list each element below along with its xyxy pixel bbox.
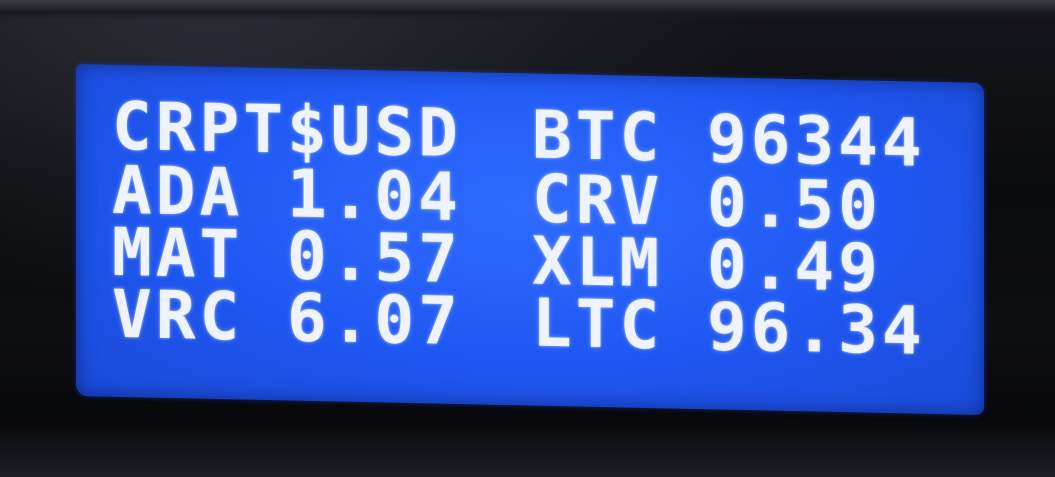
lcd-row-4-left: VRC 6.07 [112, 275, 462, 361]
lcd-screen: CRPT$USD BTC 96344 ADA 1.04 CRV 0.50 MAT… [76, 64, 984, 416]
bezel-bottom-edge [0, 420, 1055, 477]
lcd-row-4: VRC 6.07 LTC 96.34 [76, 275, 984, 370]
bezel-top-edge [0, 0, 1055, 20]
lcd-row-4-right: LTC 96.34 [532, 284, 926, 370]
